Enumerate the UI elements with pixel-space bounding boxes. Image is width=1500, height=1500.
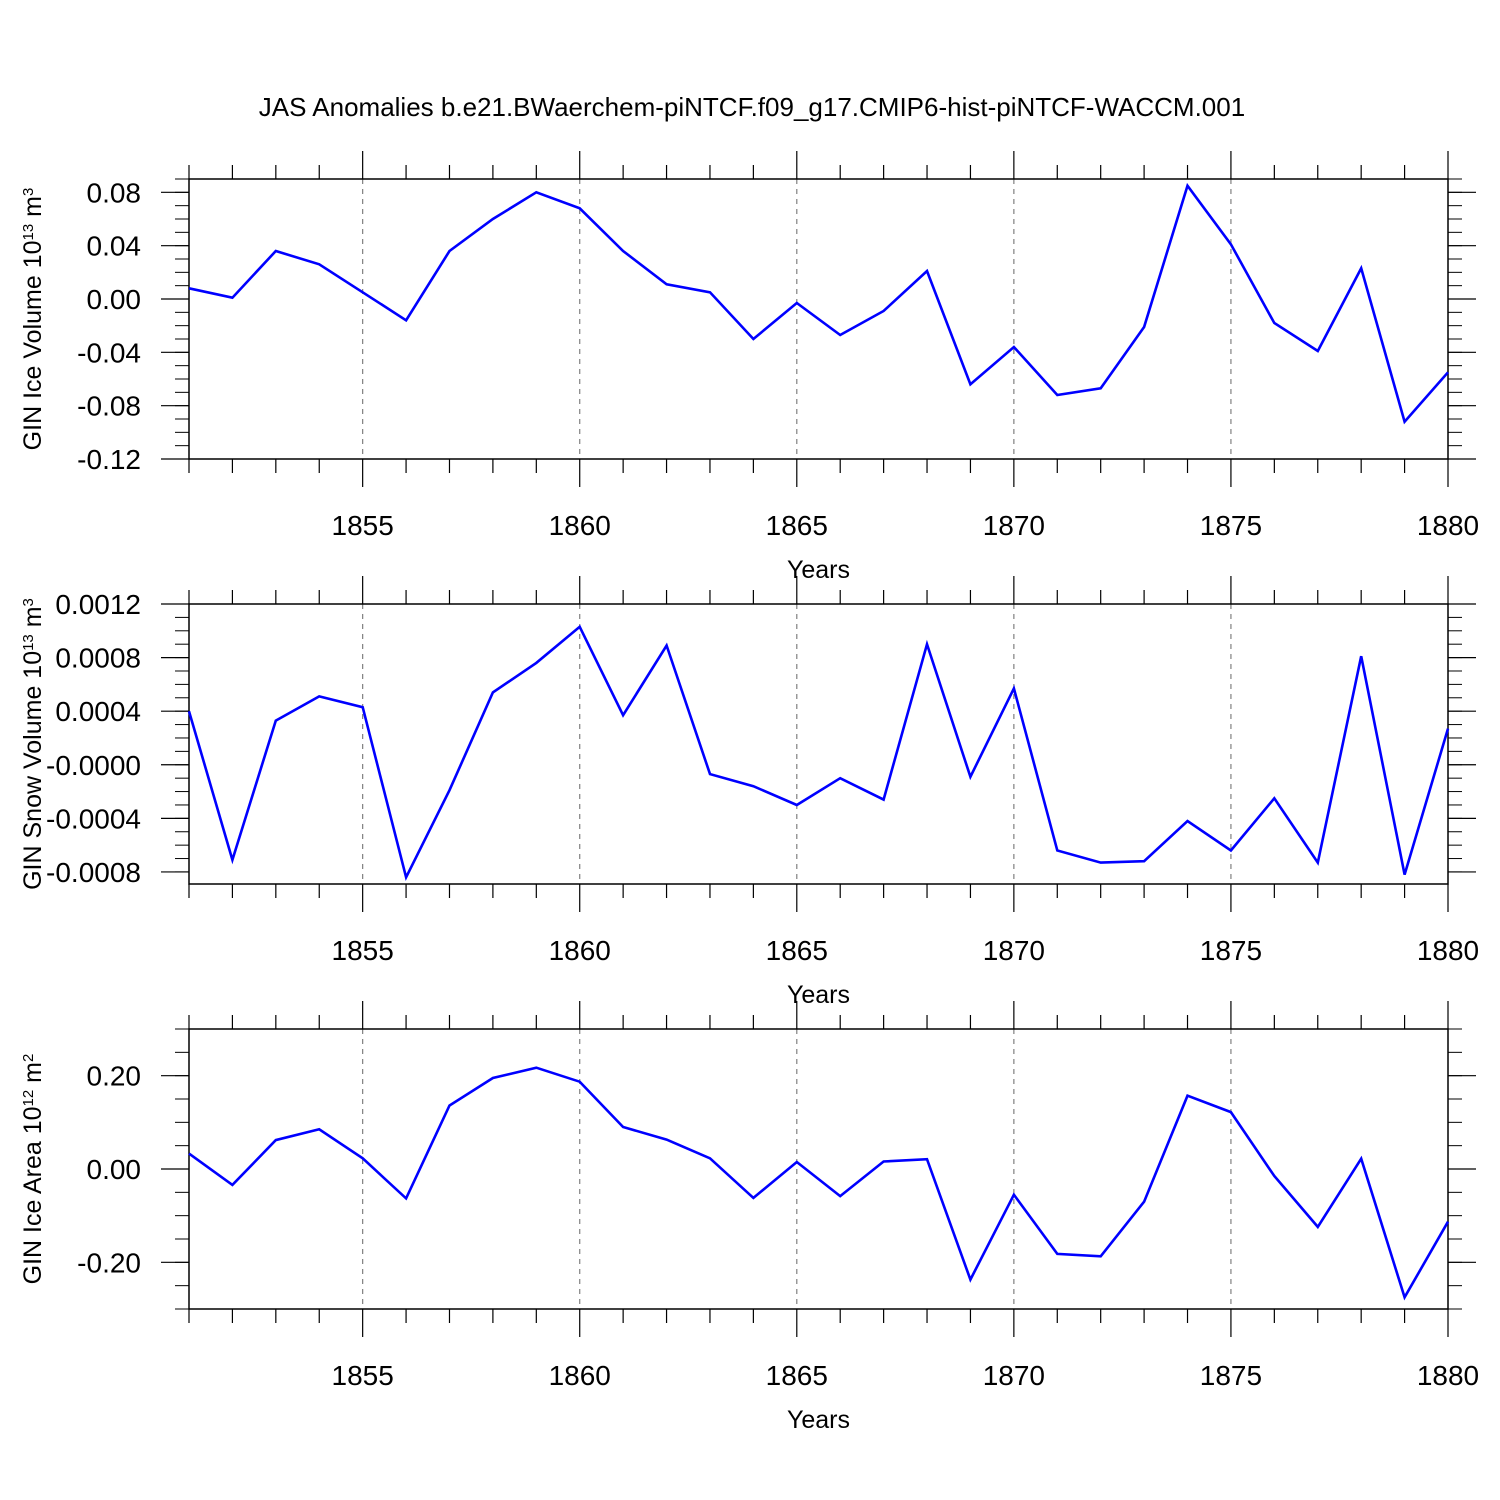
y-tick-label: 0.04 <box>87 231 142 262</box>
y-tick-label: -0.0000 <box>46 750 141 781</box>
x-tick-label: 1855 <box>332 1360 394 1391</box>
y-tick-label: -0.0004 <box>46 803 141 834</box>
y-axis-label-superscript: 13 <box>20 634 37 651</box>
chart-panel-2: -0.0008 -0.0004 -0.0000 0.0004 0.0008 0.0012 1… <box>19 576 1479 1009</box>
x-axis-label: Years <box>787 556 850 584</box>
x-tick-label: 1880 <box>1417 510 1479 541</box>
x-tick-label: 1870 <box>983 935 1045 966</box>
y-tick-label: 0.00 <box>87 284 142 315</box>
x-axis-label: Years <box>787 981 850 1009</box>
y-axis-label-text: m <box>19 196 47 224</box>
x-tick-label: 1875 <box>1200 1360 1262 1391</box>
y-tick-label: 0.20 <box>87 1061 142 1092</box>
y-tick-label: 0.0004 <box>55 696 141 727</box>
x-tick-label: 1860 <box>549 510 611 541</box>
y-axis-label-text: GIN Ice Area 10 <box>19 1106 47 1284</box>
y-tick-label: -0.04 <box>77 337 141 368</box>
x-axis-label: Years <box>787 1406 850 1434</box>
x-tick-label: 1880 <box>1417 1360 1479 1391</box>
y-axis-label: GIN Ice Volume 1013 m3 <box>19 188 47 451</box>
x-tick-label: 1875 <box>1200 935 1262 966</box>
x-tick-label: 1860 <box>549 935 611 966</box>
y-tick-label: 0.08 <box>87 177 142 208</box>
y-tick-label: -0.20 <box>77 1247 141 1278</box>
y-tick-label: 0.0008 <box>55 643 141 674</box>
plot-frame <box>188 178 1449 460</box>
x-tick-label: 1870 <box>983 1360 1045 1391</box>
y-tick-label: 0.0012 <box>55 589 141 620</box>
x-tick-label: 1870 <box>983 510 1045 541</box>
y-axis-label-superscript: 3 <box>20 188 37 196</box>
y-axis-label-superscript: 13 <box>20 224 37 241</box>
x-tick-label: 1865 <box>766 935 828 966</box>
panels: -0.12 -0.08 -0.04 0.00 0.04 0.08 1855 1860 1865 1… <box>19 151 1479 1434</box>
figure-title: JAS Anomalies b.e21.BWaerchem-piNTCF.f09… <box>259 92 1245 122</box>
y-tick-label: -0.0008 <box>46 857 141 888</box>
x-tick-label: 1855 <box>332 510 394 541</box>
x-tick-label: 1865 <box>766 1360 828 1391</box>
y-axis-label: GIN Ice Area 1012 m2 <box>19 1054 47 1285</box>
y-axis-label: GIN Snow Volume 1013 m3 <box>19 598 47 890</box>
x-tick-label: 1880 <box>1417 935 1479 966</box>
y-axis-label-superscript: 3 <box>20 598 37 606</box>
chart-panel-3: -0.20 0.00 0.20 1855 1860 1865 1870 1875 1880 Yea… <box>19 1001 1479 1434</box>
x-tick-label: 1865 <box>766 510 828 541</box>
x-tick-label: 1855 <box>332 935 394 966</box>
y-axis-label-superscript: 12 <box>20 1090 37 1107</box>
chart-panel-1: -0.12 -0.08 -0.04 0.00 0.04 0.08 1855 1860 1865 1… <box>19 151 1479 584</box>
y-tick-label: -0.12 <box>77 444 141 475</box>
series-line <box>188 182 1449 425</box>
y-axis-label-text: GIN Ice Volume 10 <box>19 240 47 450</box>
series-line <box>187 624 1450 882</box>
y-tick-label: 0.00 <box>87 1154 142 1185</box>
x-tick-label: 1875 <box>1200 510 1262 541</box>
y-axis-label-superscript: 2 <box>20 1054 37 1062</box>
y-axis-label-text: m <box>19 1062 47 1090</box>
plot-frame <box>188 603 1449 885</box>
series-line <box>188 1066 1450 1301</box>
y-axis-label-text: GIN Snow Volume 10 <box>19 651 47 890</box>
x-tick-label: 1860 <box>549 1360 611 1391</box>
plot-frame <box>188 1028 1449 1310</box>
y-axis-label-text: m <box>19 606 47 634</box>
y-tick-label: -0.08 <box>77 391 141 422</box>
